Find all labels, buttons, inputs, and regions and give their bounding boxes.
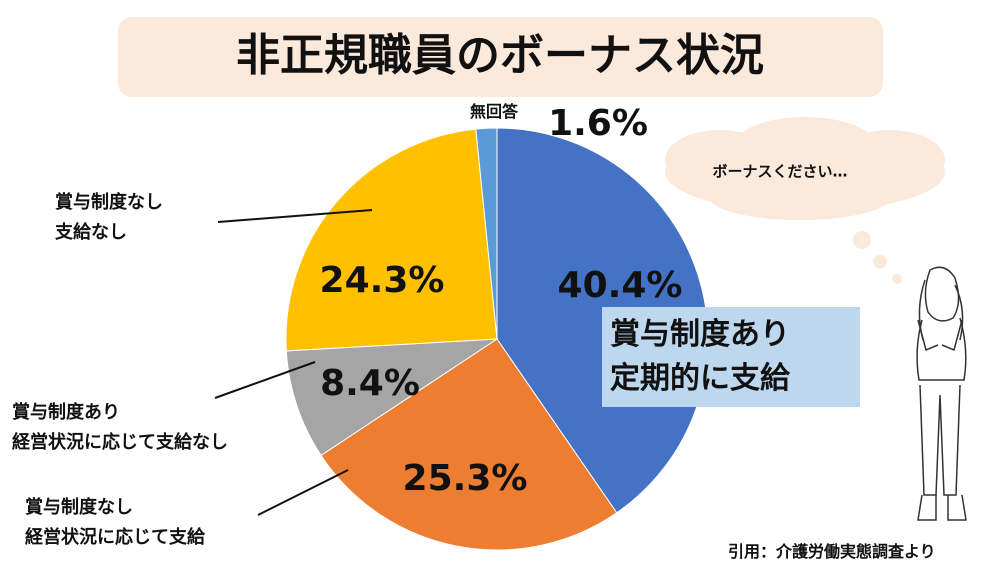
annotation: ボーナスください… — [712, 163, 847, 181]
title-box — [118, 17, 883, 97]
value-label: 25.3% — [403, 458, 528, 499]
leader-lines — [214, 209, 373, 516]
category-label: 賞与制度なし 支給なし — [55, 192, 163, 243]
chart-title: 非正規職員のボーナス状況 — [236, 30, 764, 81]
pie-slice — [285, 128, 498, 352]
woman-figure — [916, 266, 967, 521]
value-label: 1.6% — [548, 103, 648, 144]
pie-slice — [320, 338, 618, 551]
category-label: 賞与制度あり 定期的に支給 — [602, 307, 860, 407]
pie-slice — [475, 127, 498, 340]
category-label: 無回答 — [470, 102, 519, 121]
value-label: 24.3% — [320, 260, 445, 301]
source: 引用：介護労働実態調査より — [728, 542, 936, 561]
category-label: 賞与制度なし 経営状況に応じて支給 — [25, 497, 205, 548]
value-label: 8.4% — [320, 363, 420, 404]
pie-slice — [285, 338, 499, 457]
thought-bubble — [665, 117, 945, 284]
category-label: 賞与制度あり 経営状況に応じて支給なし — [12, 402, 228, 453]
value-label: 40.4% — [558, 265, 683, 306]
